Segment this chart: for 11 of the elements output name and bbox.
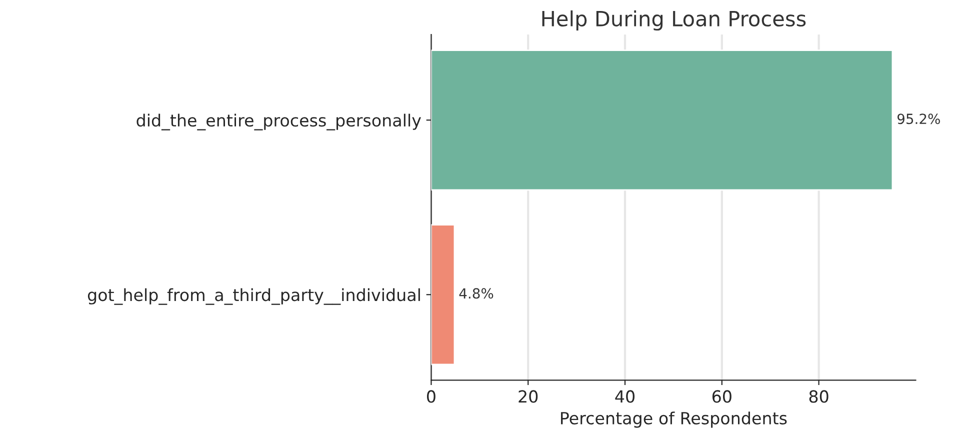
x-axis-title: Percentage of Respondents xyxy=(561,412,787,428)
y-tick-label: did_the_entire_process_personally xyxy=(136,114,421,130)
x-tick-label: 60 xyxy=(712,390,732,403)
x-tick-label: 80 xyxy=(809,390,828,403)
x-tick-label: 0 xyxy=(427,390,436,403)
data-label: 4.8% xyxy=(459,288,494,299)
data-label: 95.2% xyxy=(897,114,940,124)
y-tick-label: got_help_from_a_third_party__individual xyxy=(88,288,420,305)
x-tick-label: 40 xyxy=(615,390,634,403)
x-tick-label: 20 xyxy=(518,390,538,403)
chart-title: Help During Loan Process xyxy=(542,10,806,31)
